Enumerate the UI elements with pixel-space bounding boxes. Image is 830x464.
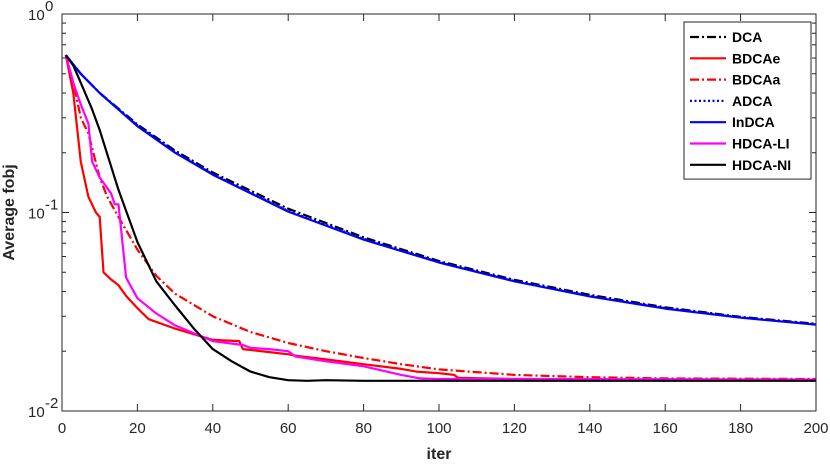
legend[interactable]: DCA BDCAe BDCAa ADCA InDCA HDCA-LI HDCA-NI — [683, 21, 812, 180]
y-tick-label: 10-1 — [28, 197, 58, 223]
x-axis-title: iter — [427, 446, 452, 463]
y-tick-label-exponent: -2 — [45, 395, 58, 412]
y-tick-label-base: 10 — [28, 404, 45, 421]
legend-label: BDCAe — [732, 50, 780, 66]
legend-label: ADCA — [732, 93, 772, 109]
series-line-hdca-ni — [64, 54, 816, 382]
x-tick-label: 0 — [58, 420, 66, 437]
x-tick-label: 100 — [426, 420, 451, 437]
legend-label: DCA — [732, 29, 762, 45]
y-tick-label-base: 10 — [28, 206, 45, 223]
plot-lines — [64, 54, 817, 382]
y-tick-label-exponent: -1 — [45, 197, 58, 214]
x-tick-label: 180 — [728, 420, 753, 437]
x-tick-label: 40 — [204, 420, 221, 437]
y-axis-title: Average fobj — [1, 164, 18, 260]
legend-label: InDCA — [732, 114, 775, 130]
x-tick-label: 60 — [280, 420, 297, 437]
series-line-hdca-li — [64, 54, 817, 381]
x-axis-ticks: 0 20 40 60 80 100 120 140 160 180 200 — [58, 14, 829, 437]
x-tick-label: 160 — [653, 420, 678, 437]
legend-label: HDCA-LI — [732, 136, 790, 152]
y-tick-label-base: 10 — [28, 7, 45, 24]
series-line-bdcaa — [64, 54, 817, 381]
legend-label: HDCA-NI — [732, 157, 791, 173]
y-tick-label-exponent: 0 — [45, 0, 53, 15]
x-tick-label: 200 — [803, 420, 828, 437]
x-tick-label: 80 — [355, 420, 372, 437]
y-tick-label: 10-2 — [28, 395, 58, 421]
x-tick-label: 20 — [129, 420, 146, 437]
legend-label: BDCAa — [732, 72, 780, 88]
y-tick-label: 100 — [28, 0, 53, 24]
x-tick-label: 140 — [577, 420, 602, 437]
series-line-bdcae — [64, 54, 816, 381]
x-tick-label: 120 — [502, 420, 527, 437]
series-line-indca — [64, 54, 817, 326]
